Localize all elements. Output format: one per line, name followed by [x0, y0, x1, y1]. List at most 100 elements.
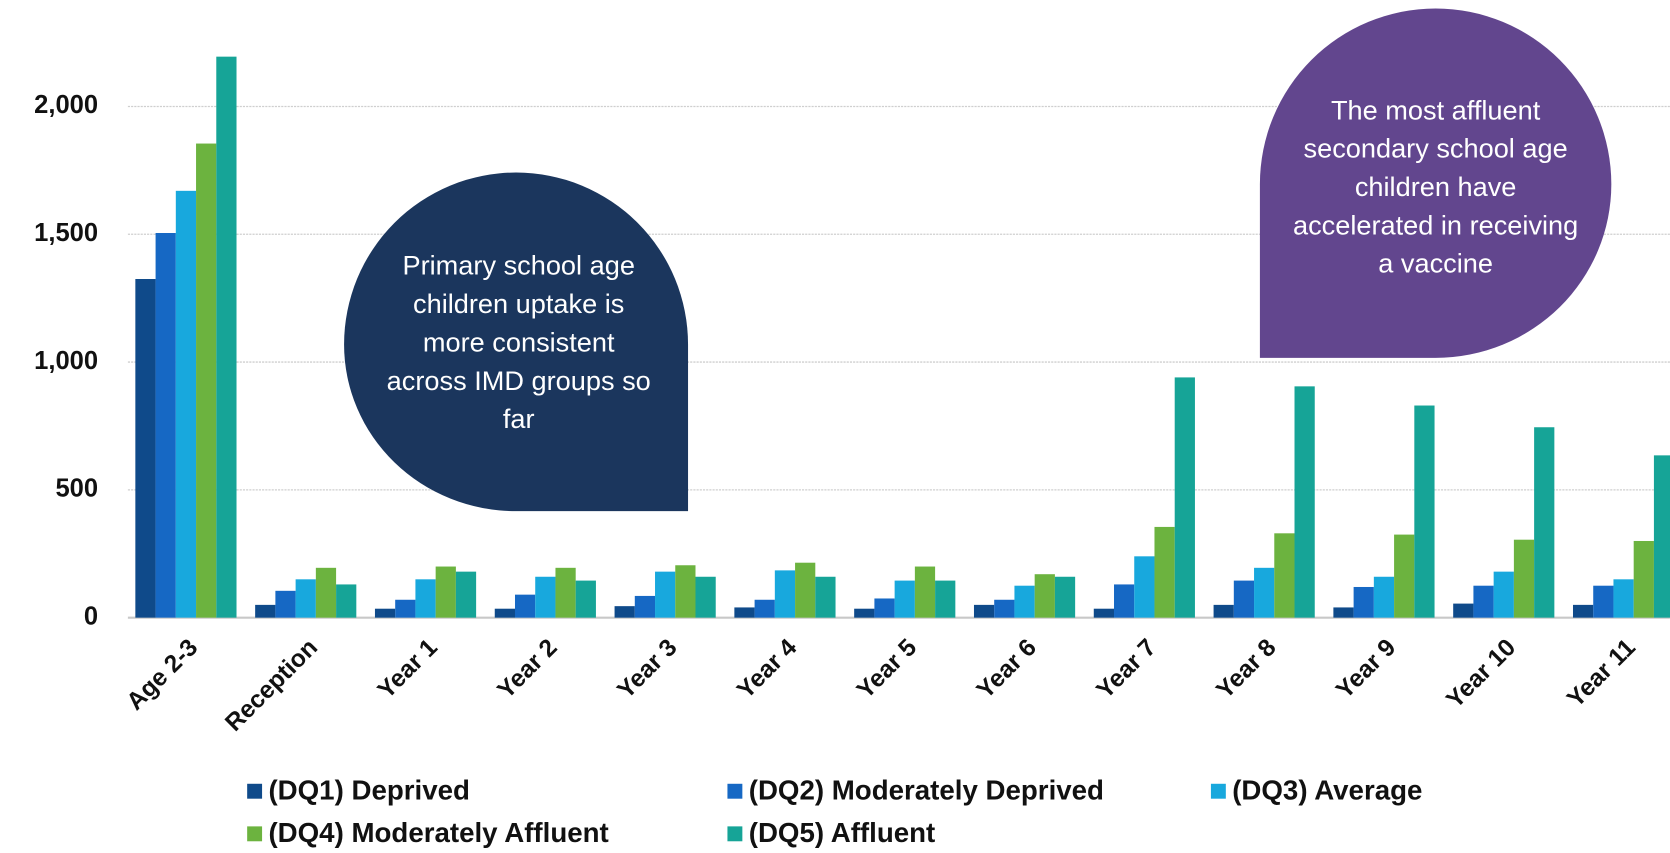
annotation-bubble [1259, 8, 1612, 358]
legend-swatch [727, 826, 743, 842]
bar [275, 590, 296, 618]
bar [1513, 539, 1535, 618]
bar [734, 607, 755, 618]
bar [1353, 586, 1374, 618]
x-tick-label: Year 9 [1331, 634, 1401, 704]
bar [196, 143, 217, 618]
bar [374, 608, 396, 618]
bar [754, 599, 775, 618]
bar [874, 598, 895, 618]
x-tick-label: Year 2 [493, 634, 563, 704]
bar [675, 565, 696, 618]
y-tick-label: 500 [55, 475, 98, 503]
bar [315, 567, 337, 618]
annotation-bubble [344, 172, 689, 512]
bar [555, 567, 576, 618]
legend-swatch [247, 783, 263, 799]
legend-swatch [247, 826, 263, 842]
bar [894, 580, 915, 618]
bar [175, 190, 197, 618]
bar [1134, 556, 1155, 618]
bar [514, 594, 536, 618]
bar [1014, 585, 1035, 618]
x-tick-label: Year 5 [852, 634, 922, 704]
bar [1653, 455, 1670, 618]
x-tick-label: Year 4 [732, 634, 802, 704]
bar [1174, 377, 1195, 618]
bar [1093, 608, 1115, 618]
bar [815, 576, 836, 618]
bar [1493, 571, 1514, 618]
x-tick-label: Year 6 [972, 634, 1042, 704]
bar [1473, 585, 1494, 618]
annotation: Primary school age children uptake is mo… [386, 251, 651, 435]
bar [155, 233, 176, 618]
bar [1633, 540, 1654, 618]
bar [994, 599, 1015, 618]
x-tick-label: Age 2-3 [122, 634, 204, 716]
bar [494, 608, 515, 618]
bar [655, 571, 676, 618]
legend-swatch [727, 783, 743, 799]
bar [1274, 533, 1295, 618]
bar [1054, 576, 1076, 618]
legend-label: (DQ5) Affluent [749, 817, 936, 848]
bar [935, 580, 956, 618]
x-tick-label: Year 11 [1562, 634, 1641, 713]
bar [1154, 526, 1175, 618]
bar [1613, 579, 1634, 618]
y-tick-label: 0 [84, 602, 98, 630]
x-tick-label: Reception [220, 634, 323, 737]
bar [1233, 580, 1255, 618]
legend-label: (DQ2) Moderately Deprived [749, 775, 1104, 806]
annotation-text: The most affluent secondary school age c… [1292, 95, 1579, 280]
bar [1333, 607, 1354, 618]
bar [1034, 574, 1055, 618]
bar [1534, 427, 1555, 618]
bar [1114, 584, 1135, 618]
legend-label: (DQ1) Deprived [268, 775, 469, 806]
bar [854, 608, 875, 618]
bar [135, 279, 156, 618]
bar [634, 595, 656, 618]
bar [295, 579, 316, 618]
bar [535, 576, 556, 618]
bar [1373, 576, 1395, 618]
bar [336, 584, 357, 618]
bar [1572, 604, 1594, 618]
bar [1213, 604, 1234, 618]
bar [1254, 567, 1275, 618]
bar [695, 576, 716, 618]
x-tick-label: Year 8 [1211, 634, 1281, 704]
legend-swatch [1210, 783, 1226, 799]
x-tick-label: Year 3 [612, 634, 682, 704]
bar [1294, 386, 1315, 618]
bar [1593, 585, 1614, 618]
bar [914, 566, 936, 618]
bar [455, 571, 477, 618]
y-tick-label: 1,000 [34, 347, 98, 375]
bar [435, 566, 456, 618]
bar [255, 604, 276, 618]
y-tick-label: 2,000 [34, 91, 98, 119]
bar [415, 579, 436, 618]
bar [614, 606, 635, 618]
x-tick-label: Year 10 [1441, 634, 1521, 714]
bar [216, 56, 237, 618]
bar [395, 599, 416, 618]
x-tick-label: Year 7 [1092, 634, 1162, 704]
y-tick-label: 1,500 [34, 219, 98, 247]
legend-label: (DQ3) Average [1232, 775, 1422, 806]
bar [973, 604, 995, 618]
x-tick-label: Year 1 [373, 634, 443, 704]
bar [774, 570, 796, 618]
annotation: The most affluent secondary school age c… [1292, 95, 1579, 280]
bar [795, 562, 816, 618]
bar [1453, 603, 1474, 618]
annotation-text: Primary school age children uptake is mo… [386, 251, 651, 435]
bar [1394, 534, 1415, 618]
bar [575, 580, 596, 618]
bar [1414, 405, 1435, 618]
